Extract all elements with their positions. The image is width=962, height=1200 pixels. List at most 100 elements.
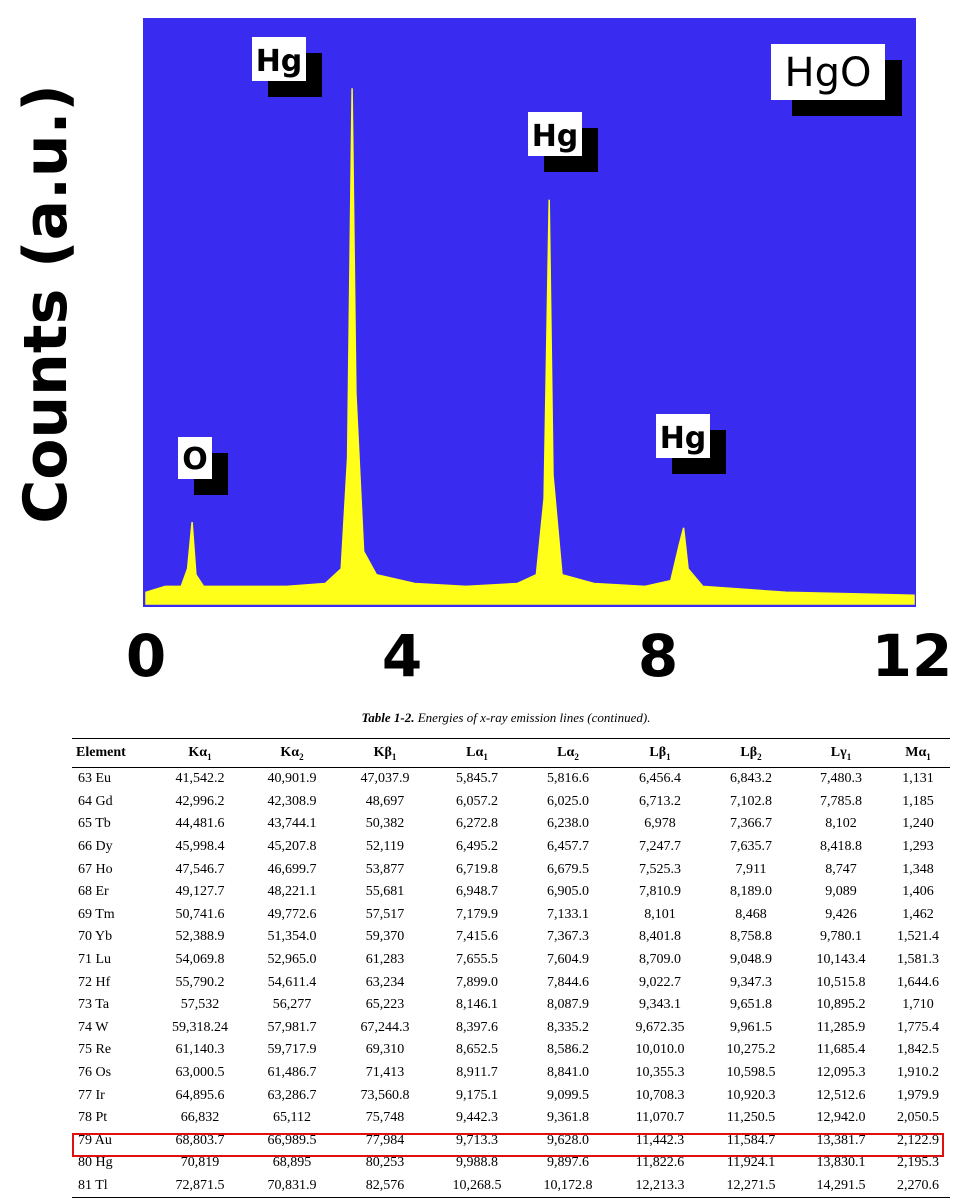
energy-cell: 7,911 — [735, 861, 767, 877]
energy-cell: 72,871.5 — [154, 1174, 246, 1199]
energy-cell: 68,803.7 — [175, 1132, 225, 1148]
energy-cell: 77,984 — [365, 1132, 405, 1148]
energy-cell: 54,069.8 — [175, 952, 225, 968]
column-header-subscript: 1 — [666, 751, 671, 762]
energy-cell: 7,785.8 — [820, 793, 862, 809]
element-cell: 63 Eu — [78, 771, 112, 787]
element-cell: 67 Ho — [78, 861, 113, 877]
energy-cell: 1,644.6 — [897, 974, 939, 990]
energy-cell: 42,996.2 — [175, 793, 225, 809]
element-cell: 66 Dy — [78, 839, 113, 855]
energy-cell: 11,685.4 — [816, 1042, 866, 1058]
element-cell: 74 W — [78, 1019, 109, 1035]
energy-cell: 9,961.5 — [730, 1019, 772, 1035]
energy-cell: 7,810.9 — [639, 884, 681, 900]
energy-cell: 50,741.6 — [175, 906, 225, 922]
energy-cell: 1,185 — [902, 793, 934, 809]
energy-cell: 8,146.1 — [456, 997, 498, 1013]
energy-cell: 9,048.9 — [730, 952, 772, 968]
energy-cell: 8,758.8 — [730, 929, 772, 945]
energy-cell: 8,841.0 — [547, 1065, 589, 1081]
energy-cell: 48,697 — [365, 793, 405, 809]
energy-cell: 41,542.2 — [175, 771, 225, 787]
energy-cell: 10,708.3 — [635, 1087, 685, 1103]
energy-cell: 56,277 — [272, 997, 312, 1013]
energy-cell: 8,652.5 — [456, 1042, 498, 1058]
energy-cell: 70,819 — [180, 1155, 220, 1171]
energy-cell: 8,397.6 — [456, 1019, 498, 1035]
energy-cell: 7,525.3 — [639, 861, 681, 877]
energy-cell: 11,250.5 — [726, 1110, 776, 1126]
element-cell: 71 Lu — [78, 952, 112, 968]
energy-cell: 7,247.7 — [639, 839, 681, 855]
energy-cell: 11,924.1 — [726, 1155, 776, 1171]
energy-cell: 8,586.2 — [547, 1042, 589, 1058]
table-row: 73 Ta 57,532 56,277 65,223 8,146.1 8,087.9 9,3… — [72, 994, 950, 1017]
energy-cell: 5,816.6 — [547, 771, 589, 787]
x-tick-label: 4 — [382, 622, 422, 690]
energy-cell: 6,272.8 — [456, 816, 498, 832]
energy-cell: 67,244.3 — [360, 1019, 410, 1035]
energy-cell: 10,143.4 — [816, 952, 866, 968]
column-header-subscript: 2 — [299, 751, 304, 762]
energy-cell: 11,822.6 — [635, 1155, 685, 1171]
energy-cell: 9,651.8 — [730, 997, 772, 1013]
peak-annotations: O Hg Hg Hg — [178, 37, 726, 495]
energy-cell: 8,087.9 — [547, 997, 589, 1013]
energy-cell: 7,102.8 — [730, 793, 772, 809]
column-header-label: Lβ — [649, 744, 667, 760]
energy-cell: 9,780.1 — [820, 929, 862, 945]
energy-cell: 9,628.0 — [547, 1132, 589, 1148]
peak-label-box — [528, 112, 582, 156]
energy-cell: 12,942.0 — [816, 1110, 866, 1126]
peak-label-text: O — [182, 442, 208, 477]
peak-label-0: O — [178, 437, 228, 495]
column-header-label: Kβ — [373, 744, 392, 760]
table-row: 66 Dy 45,998.4 45,207.8 52,119 6,495.2 6,457.… — [72, 836, 950, 859]
energy-cell: 1,710 — [902, 997, 934, 1013]
energy-cell: 55,681 — [365, 884, 405, 900]
column-header-subscript: 1 — [391, 751, 397, 762]
energy-cell: 1,910.2 — [897, 1065, 939, 1081]
peak-label-2: Hg — [528, 112, 598, 172]
energy-cell: 1,406 — [902, 884, 934, 900]
column-header: Kα2 — [246, 738, 338, 768]
table-row: 74 W 59,318.24 57,981.7 67,244.3 8,397.6 8,33… — [72, 1017, 950, 1040]
energy-cell: 59,717.9 — [267, 1042, 317, 1058]
table-row: 72 Hf 55,790.2 54,611.4 63,234 7,899.0 7,844.… — [72, 971, 950, 994]
element-cell: 75 Re — [78, 1042, 112, 1058]
energy-cell: 52,388.9 — [175, 929, 225, 945]
column-header: Element — [72, 738, 154, 768]
energy-cell: 63,286.7 — [267, 1087, 317, 1103]
energy-cell: 6,025.0 — [547, 793, 589, 809]
energy-cell: 9,361.8 — [547, 1110, 589, 1126]
energy-cell: 61,140.3 — [175, 1042, 225, 1058]
energy-cell: 69,310 — [365, 1042, 405, 1058]
energy-cell: 1,348 — [902, 861, 934, 877]
energy-cell: 6,456.4 — [639, 771, 681, 787]
energy-cell: 59,318.24 — [172, 1019, 228, 1035]
energy-cell: 47,037.9 — [360, 771, 410, 787]
energy-cell: 7,635.7 — [730, 839, 772, 855]
xray-energy-table: Element Kα1 Kα2 Kβ1 Lα1 Lα2 Lβ1 Lβ2 Lγ1 Mα1 63 Eu… — [72, 738, 950, 1199]
x-tick-labels: 0 4 8 12 — [126, 622, 953, 690]
energy-cell: 1,842.5 — [897, 1042, 939, 1058]
energy-cell: 12,213.3 — [614, 1174, 706, 1199]
energy-cell: 40,901.9 — [267, 771, 317, 787]
energy-cell: 9,426 — [825, 906, 857, 922]
energy-cell: 73,560.8 — [360, 1087, 410, 1103]
energy-cell: 7,655.5 — [456, 952, 498, 968]
element-cell: 81 Tl — [72, 1174, 154, 1199]
y-axis-label: Counts (a.u.) — [11, 84, 81, 524]
energy-cell: 43,744.1 — [267, 816, 317, 832]
energy-cell: 6,905.0 — [547, 884, 589, 900]
element-cell: 78 Pt — [78, 1110, 108, 1126]
energy-cell: 80,253 — [365, 1155, 405, 1171]
energy-cell: 10,172.8 — [522, 1174, 614, 1199]
energy-cell: 6,457.7 — [547, 839, 589, 855]
energy-cell: 61,283 — [365, 952, 405, 968]
x-tick-label: 8 — [638, 622, 678, 690]
table-row: 75 Re 61,140.3 59,717.9 69,310 8,652.5 8,586.… — [72, 1039, 950, 1062]
energy-cell: 57,532 — [180, 997, 220, 1013]
column-header-label: Mα — [905, 744, 927, 760]
